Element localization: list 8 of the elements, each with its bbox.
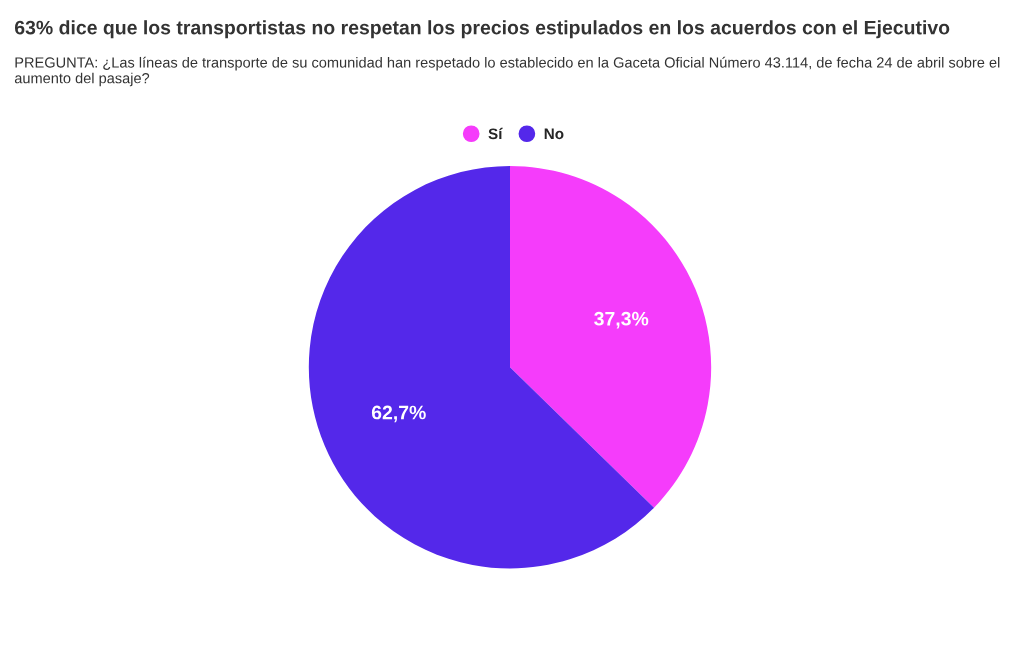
legend-label: No <box>544 128 564 140</box>
chart-title: 63% dice que los transportistas no respetan los precios estipulados en los acuerdos con el Ejecutivo <box>14 20 950 39</box>
data-label: 37,3% <box>594 311 649 329</box>
pie-slice <box>510 166 712 508</box>
legend-label: Sí <box>488 127 503 140</box>
pie-slice <box>308 166 655 569</box>
chart-subtitle: PREGUNTA: ¿Las líneas de transporte de su comunidad han respetado lo establecido en la Gaceta Oficial Número 43.114, de fecha 24 de abril sobre el aumento del pasaje? <box>14 56 1000 87</box>
data-label: 62,7% <box>371 405 426 423</box>
